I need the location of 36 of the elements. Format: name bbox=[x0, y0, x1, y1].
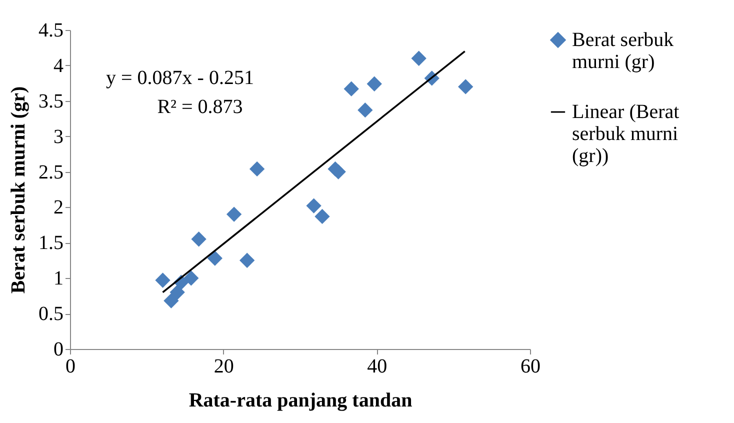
y-tick-label: 2.5 bbox=[38, 161, 64, 184]
x-axis-title: Rata-rata panjang tandan bbox=[188, 390, 412, 412]
legend-label: Linear (Berat serbuk murni (gr)) bbox=[572, 101, 680, 167]
point bbox=[170, 284, 185, 300]
point bbox=[314, 208, 330, 224]
point bbox=[411, 50, 426, 66]
y-tick-label: 3 bbox=[54, 126, 64, 148]
point bbox=[458, 79, 474, 94]
y-tick-label: 2 bbox=[54, 196, 64, 219]
point bbox=[191, 232, 206, 247]
y-axis-title: Berat serbuk murni (gr) bbox=[8, 86, 30, 294]
point bbox=[207, 250, 222, 266]
y-tick-label: 1.5 bbox=[38, 232, 64, 254]
point bbox=[164, 293, 179, 308]
point bbox=[226, 206, 242, 222]
point bbox=[249, 161, 265, 177]
point bbox=[344, 81, 359, 96]
point bbox=[358, 102, 373, 118]
annotation: y = 0.087x - 0.251 bbox=[106, 67, 254, 89]
point bbox=[240, 252, 255, 268]
y-tick-label: 0.5 bbox=[38, 303, 64, 326]
point bbox=[366, 76, 382, 92]
x-tick-label: 20 bbox=[214, 356, 234, 378]
point bbox=[155, 272, 170, 288]
point bbox=[330, 164, 346, 180]
y-tick-label: 0 bbox=[54, 338, 64, 360]
y-tick-label: 1 bbox=[54, 268, 64, 290]
y-tick-label: 4.5 bbox=[38, 20, 64, 42]
y-tick-label: 3.5 bbox=[38, 90, 64, 112]
x-tick-label: 40 bbox=[367, 356, 388, 378]
y-tick-label: 4 bbox=[54, 54, 64, 77]
x-tick-label: 60 bbox=[520, 356, 540, 378]
point bbox=[306, 198, 322, 214]
annotation: R² = 0.873 bbox=[157, 96, 243, 118]
point bbox=[184, 270, 199, 286]
legend-label: Berat serbuk murni (gr) bbox=[572, 29, 674, 73]
